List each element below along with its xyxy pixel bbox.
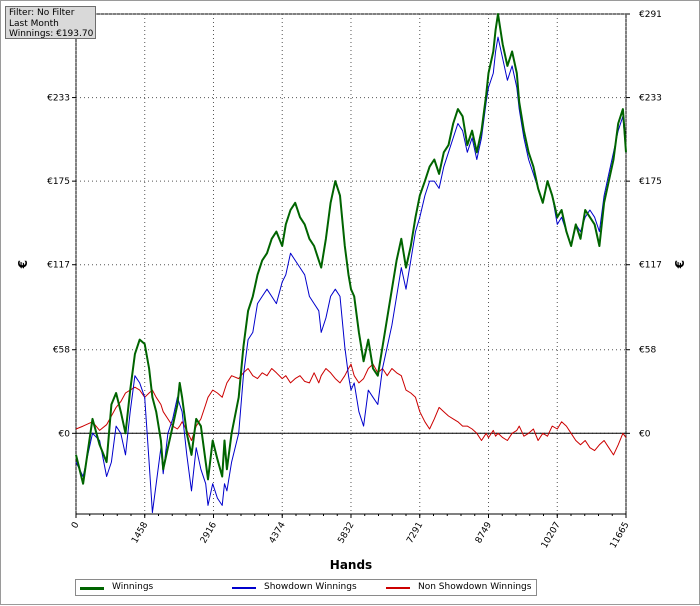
y-axis-title-right: € bbox=[673, 260, 687, 269]
y-tick-label-left: €117 bbox=[47, 261, 70, 271]
x-tick-label: 4374 bbox=[268, 520, 288, 545]
winnings-text: Winnings: €193.70 bbox=[9, 29, 94, 39]
y-tick-label-right: €117 bbox=[639, 261, 662, 271]
filter-text: Filter: No Filter bbox=[9, 8, 75, 18]
legend-item-winnings: Winnings bbox=[80, 581, 220, 594]
legend-swatch-winnings bbox=[80, 587, 104, 590]
series-line-winnings bbox=[75, 13, 627, 485]
legend-swatch-non-showdown bbox=[386, 587, 410, 589]
x-axis-title: Hands bbox=[330, 558, 372, 572]
y-tick-label-right: €291 bbox=[639, 10, 662, 20]
x-tick-label: 1458 bbox=[130, 520, 150, 545]
y-tick-label-left: €0 bbox=[59, 429, 71, 439]
y-tick-label-left: €233 bbox=[47, 94, 70, 104]
y-tick-label-right: €0 bbox=[639, 429, 651, 439]
y-tick-label-right: €58 bbox=[639, 346, 656, 356]
x-tick-label: 11665 bbox=[609, 521, 632, 551]
filter-info-box: Filter: No Filter Last Month Winnings: €… bbox=[5, 6, 96, 39]
legend-label-winnings: Winnings bbox=[112, 582, 154, 592]
y-axis-title-left: € bbox=[16, 260, 30, 269]
legend-swatch-showdown bbox=[232, 587, 256, 589]
y-tick-label-right: €233 bbox=[639, 94, 662, 104]
legend: Winnings Showdown Winnings Non Showdown … bbox=[75, 579, 537, 596]
x-tick-label: 2916 bbox=[199, 520, 219, 545]
legend-item-non-showdown: Non Showdown Winnings bbox=[386, 581, 534, 594]
x-tick-label: 10207 bbox=[540, 521, 563, 551]
y-tick-label-left: €58 bbox=[53, 346, 70, 356]
x-tick-label: 8749 bbox=[474, 520, 494, 545]
legend-label-showdown: Showdown Winnings bbox=[264, 582, 357, 592]
x-tick-label: 5832 bbox=[336, 521, 356, 546]
y-tick-label-left: €175 bbox=[47, 177, 70, 187]
y-tick-label-right: €175 bbox=[639, 177, 662, 187]
period-text: Last Month bbox=[9, 18, 59, 29]
series-line-non-showdown-winnings bbox=[75, 363, 627, 456]
legend-label-non-showdown: Non Showdown Winnings bbox=[418, 582, 532, 592]
x-tick-label: 0 bbox=[70, 520, 82, 530]
legend-item-showdown: Showdown Winnings bbox=[232, 581, 372, 594]
x-tick-label: 7291 bbox=[405, 521, 425, 546]
